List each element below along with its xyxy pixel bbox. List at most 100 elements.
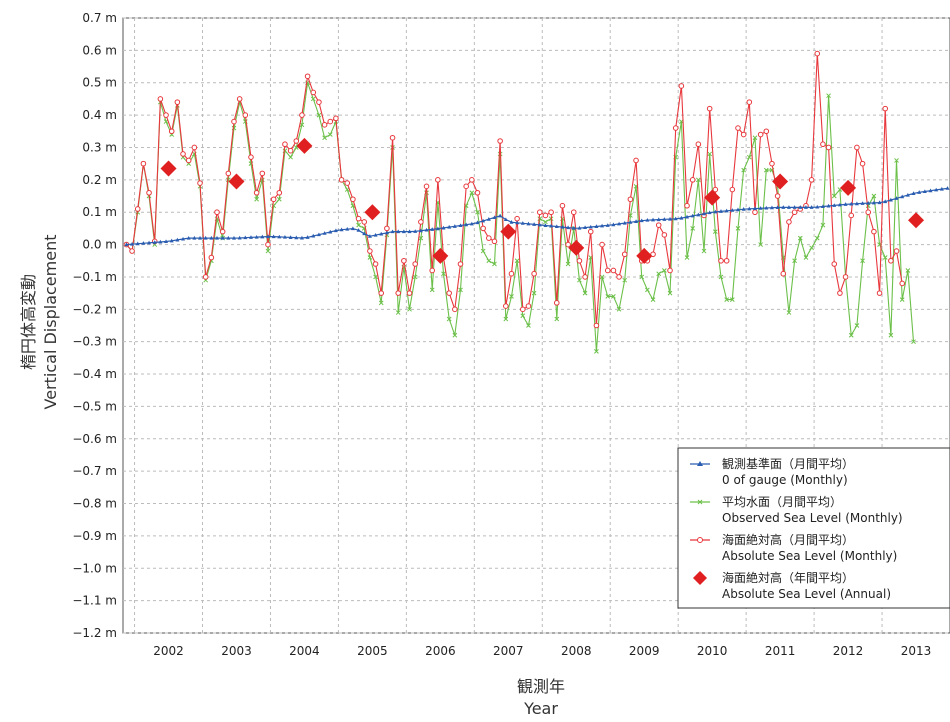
data-point-gauge [181, 236, 186, 241]
data-point-observed [871, 193, 877, 199]
data-point-absolute-monthly [740, 131, 747, 138]
legend-label-ja: 海面絶対高（月間平均） [722, 532, 854, 547]
data-point-gauge [928, 188, 933, 193]
data-point-observed [695, 177, 701, 183]
data-point-absolute-monthly [225, 170, 232, 177]
data-point-observed [316, 112, 322, 118]
y-tick-label: −1.2 m [72, 626, 117, 640]
x-tick-label: 2010 [697, 644, 728, 658]
data-point-absolute-monthly [882, 105, 889, 112]
data-point-gauge [401, 229, 406, 234]
x-tick-label: 2004 [289, 644, 320, 658]
data-point-absolute-monthly [593, 322, 600, 329]
data-point-gauge [877, 200, 882, 205]
data-point-gauge [934, 187, 939, 192]
data-point-absolute-monthly [599, 241, 605, 248]
data-point-gauge [917, 190, 922, 194]
data-point-observed [373, 274, 378, 280]
y-tick-label: 0.3 m [82, 140, 117, 154]
data-point-gauge [730, 208, 735, 212]
data-point-gauge [775, 205, 780, 209]
y-tick-label: −1.0 m [72, 561, 117, 575]
data-point-gauge [803, 205, 808, 209]
data-point-gauge [164, 239, 169, 244]
data-point-absolute-monthly [746, 99, 753, 105]
data-point-gauge [379, 231, 384, 236]
data-point-gauge [294, 235, 299, 240]
data-point-gauge [922, 189, 927, 194]
data-point-absolute-monthly [361, 219, 368, 225]
data-point-observed [712, 229, 718, 234]
legend-marker-observed [697, 499, 703, 505]
y-tick-label: −0.7 m [72, 464, 117, 478]
data-point-gauge [390, 229, 395, 234]
data-point-observed [724, 297, 730, 302]
data-point-absolute-monthly [429, 267, 435, 274]
series-line-observed [125, 82, 915, 352]
data-point-absolute-monthly [718, 257, 724, 264]
data-point-observed [894, 158, 899, 163]
data-point-absolute-monthly [655, 222, 662, 228]
data-point-gauge [713, 209, 718, 214]
data-point-observed [327, 132, 333, 137]
legend-marker-absolute-monthly [697, 537, 703, 543]
data-point-absolute-monthly [536, 209, 543, 216]
data-point-gauge [826, 203, 831, 208]
x-tick-label: 2013 [901, 644, 932, 658]
data-point-absolute-monthly [684, 202, 690, 209]
data-point-observed [509, 294, 514, 299]
data-point-gauge [622, 220, 627, 225]
data-point-gauge [628, 220, 633, 224]
data-point-absolute-monthly [344, 180, 351, 186]
data-point-absolute-monthly [627, 196, 634, 203]
data-point-observed [475, 209, 480, 215]
data-point-absolute-monthly [423, 183, 430, 190]
data-point-observed [611, 294, 616, 299]
data-point-observed [378, 300, 384, 306]
x-tick-label: 2007 [493, 644, 524, 658]
data-point-gauge [634, 219, 639, 223]
data-point-absolute-annual [500, 223, 517, 240]
data-point-observed [848, 332, 854, 338]
data-point-observed [605, 294, 611, 299]
data-point-gauge [843, 202, 848, 206]
data-point-gauge [373, 232, 378, 237]
data-point-gauge [815, 204, 820, 209]
data-point-absolute-monthly [757, 131, 764, 138]
data-point-absolute-monthly [293, 138, 300, 144]
data-point-gauge [526, 221, 531, 226]
data-point-absolute-monthly [774, 193, 781, 199]
data-point-gauge [809, 205, 814, 209]
data-point-absolute-monthly [491, 238, 498, 245]
data-point-absolute-monthly [497, 138, 503, 144]
data-point-gauge [520, 221, 525, 225]
data-point-absolute-monthly [763, 128, 770, 135]
data-point-absolute-monthly [304, 73, 311, 80]
data-point-gauge [209, 235, 214, 240]
data-point-gauge [492, 215, 497, 220]
data-point-gauge [871, 200, 876, 205]
data-point-absolute-monthly [236, 96, 243, 102]
data-point-gauge [673, 216, 678, 221]
data-point-absolute-monthly [355, 215, 362, 222]
legend-marker-gauge [697, 461, 703, 466]
data-point-gauge [130, 241, 135, 246]
x-axis-title-ja: 観測年 [517, 677, 565, 696]
data-point-absolute-annual [568, 239, 585, 256]
data-point-absolute-monthly [621, 251, 628, 258]
data-point-gauge [645, 217, 650, 222]
data-point-gauge [192, 235, 197, 240]
data-point-observed [741, 167, 746, 173]
data-point-absolute-monthly [723, 257, 730, 264]
legend-label-en: Absolute Sea Level (Monthly) [722, 549, 897, 563]
x-tick-label: 2006 [425, 644, 456, 658]
data-point-gauge [656, 217, 661, 222]
data-point-absolute-monthly [616, 274, 622, 280]
legend-label-ja: 観測基準面（月間平均） [722, 456, 854, 471]
data-point-absolute-monthly [610, 267, 617, 274]
data-point-absolute-monthly [395, 290, 402, 296]
legend: 観測基準面（月間平均） 0 of gauge (Monthly) 平均水面（月間平均… [677, 447, 950, 609]
data-point-absolute-monthly [514, 215, 520, 222]
data-point-observed [503, 316, 509, 322]
